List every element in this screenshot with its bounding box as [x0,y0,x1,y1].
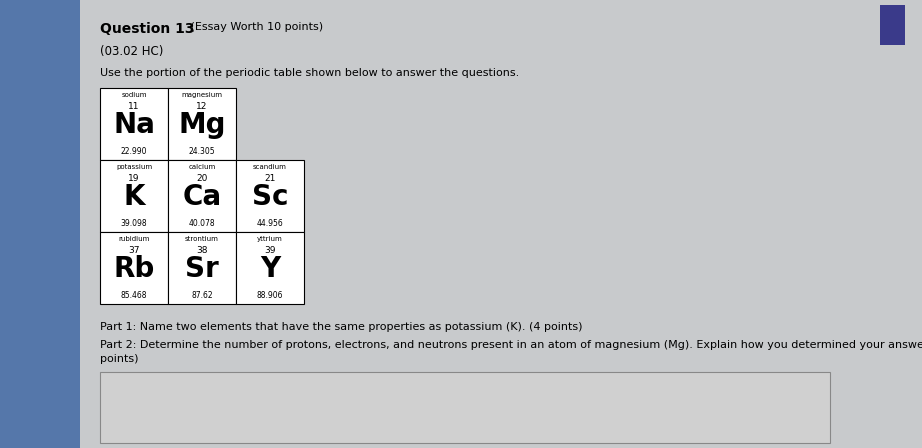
Text: 19: 19 [128,174,140,183]
Text: strontium: strontium [185,236,219,242]
Text: sodium: sodium [122,92,147,98]
Bar [0,0,80,448]
Text: potassium: potassium [116,164,152,170]
Text: points): points) [100,354,138,364]
Text: Y: Y [260,255,280,284]
Text: 85.468: 85.468 [121,291,148,300]
Bar [236,160,304,232]
Text: Part 1: Name two elements that have the same properties as potassium (K). (4 poi: Part 1: Name two elements that have the … [100,322,583,332]
Text: K: K [124,183,145,211]
Text: Question 13: Question 13 [100,22,195,36]
Bar [168,88,236,160]
Bar [236,232,304,304]
Text: Sr: Sr [185,255,219,284]
Text: 21: 21 [265,174,276,183]
Text: 12: 12 [196,102,207,111]
Text: scandium: scandium [253,164,287,170]
Text: Use the portion of the periodic table shown below to answer the questions.: Use the portion of the periodic table sh… [100,68,519,78]
Bar [100,232,168,304]
Text: 40.078: 40.078 [189,219,216,228]
Text: 39.098: 39.098 [121,219,148,228]
Bar [100,88,168,160]
Text: 22.990: 22.990 [121,147,148,156]
Text: (03.02 HC): (03.02 HC) [100,45,163,58]
Text: 39: 39 [265,246,276,255]
Text: (Essay Worth 10 points): (Essay Worth 10 points) [187,22,323,32]
Text: Sc: Sc [252,183,289,211]
Text: 24.305: 24.305 [189,147,216,156]
Bar [880,5,905,45]
Text: 37: 37 [128,246,140,255]
Text: 20: 20 [196,174,207,183]
Text: Rb: Rb [113,255,155,284]
Text: Mg: Mg [178,112,226,139]
Bar [168,232,236,304]
Bar [168,160,236,232]
Text: 44.956: 44.956 [256,219,283,228]
Text: rubidium: rubidium [118,236,149,242]
Text: 38: 38 [196,246,207,255]
Text: magnesium: magnesium [182,92,222,98]
Text: yttrium: yttrium [257,236,283,242]
Text: 87.62: 87.62 [191,291,213,300]
Text: 88.906: 88.906 [256,291,283,300]
Text: Part 2: Determine the number of protons, electrons, and neutrons present in an a: Part 2: Determine the number of protons,… [100,340,922,350]
Bar [100,160,168,232]
Text: calcium: calcium [188,164,216,170]
Bar [100,372,830,443]
Text: Ca: Ca [183,183,221,211]
Text: 11: 11 [128,102,140,111]
Text: Na: Na [113,112,155,139]
